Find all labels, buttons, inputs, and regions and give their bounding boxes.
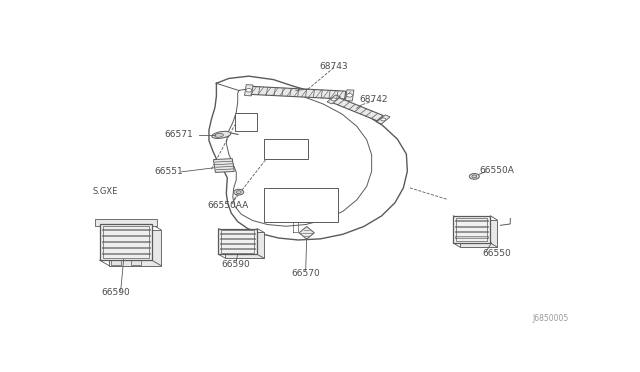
Text: 66550: 66550: [483, 249, 511, 258]
Polygon shape: [220, 248, 255, 249]
Bar: [244, 85, 253, 96]
Circle shape: [347, 94, 353, 97]
Polygon shape: [102, 241, 150, 242]
Polygon shape: [455, 231, 488, 232]
Text: 66570: 66570: [291, 269, 320, 278]
Bar: [456, 218, 488, 241]
Ellipse shape: [234, 189, 244, 195]
Ellipse shape: [469, 173, 479, 179]
Polygon shape: [220, 238, 255, 239]
Bar: [225, 232, 264, 258]
Polygon shape: [102, 247, 150, 248]
Polygon shape: [455, 220, 488, 221]
Circle shape: [332, 98, 336, 101]
Polygon shape: [102, 229, 150, 230]
Ellipse shape: [212, 131, 231, 138]
Text: S.GXE: S.GXE: [92, 187, 118, 196]
Text: J6850005: J6850005: [532, 314, 568, 323]
Text: 68742: 68742: [360, 95, 388, 104]
Bar: [100, 224, 152, 260]
Bar: [264, 188, 338, 222]
Text: 66550AA: 66550AA: [207, 201, 248, 211]
Text: 66590: 66590: [102, 288, 131, 298]
Bar: [460, 220, 497, 247]
Polygon shape: [102, 235, 150, 236]
Text: 68743: 68743: [319, 62, 348, 71]
Text: 66571: 66571: [165, 130, 193, 139]
Text: 66590: 66590: [222, 260, 251, 269]
Circle shape: [246, 89, 252, 92]
Polygon shape: [102, 253, 150, 254]
Bar: [109, 230, 161, 266]
Bar: [332, 97, 383, 121]
Bar: [346, 90, 354, 101]
Bar: [131, 260, 141, 265]
Bar: [102, 226, 148, 259]
Text: 66550A: 66550A: [479, 166, 514, 175]
Ellipse shape: [472, 175, 477, 178]
Bar: [264, 139, 308, 159]
Bar: [453, 216, 490, 243]
Bar: [251, 86, 346, 99]
Polygon shape: [220, 243, 255, 244]
Polygon shape: [299, 227, 314, 239]
Circle shape: [381, 118, 386, 121]
Bar: [111, 260, 121, 265]
Bar: [214, 158, 234, 172]
Text: 66551: 66551: [154, 167, 182, 176]
Bar: [377, 115, 390, 124]
Bar: [95, 219, 157, 226]
Polygon shape: [455, 237, 488, 238]
Bar: [235, 113, 257, 131]
Bar: [218, 228, 257, 254]
Bar: [221, 230, 254, 253]
Polygon shape: [455, 225, 488, 227]
Ellipse shape: [214, 134, 223, 137]
Polygon shape: [220, 232, 255, 234]
Ellipse shape: [236, 191, 241, 193]
Bar: [327, 95, 340, 104]
